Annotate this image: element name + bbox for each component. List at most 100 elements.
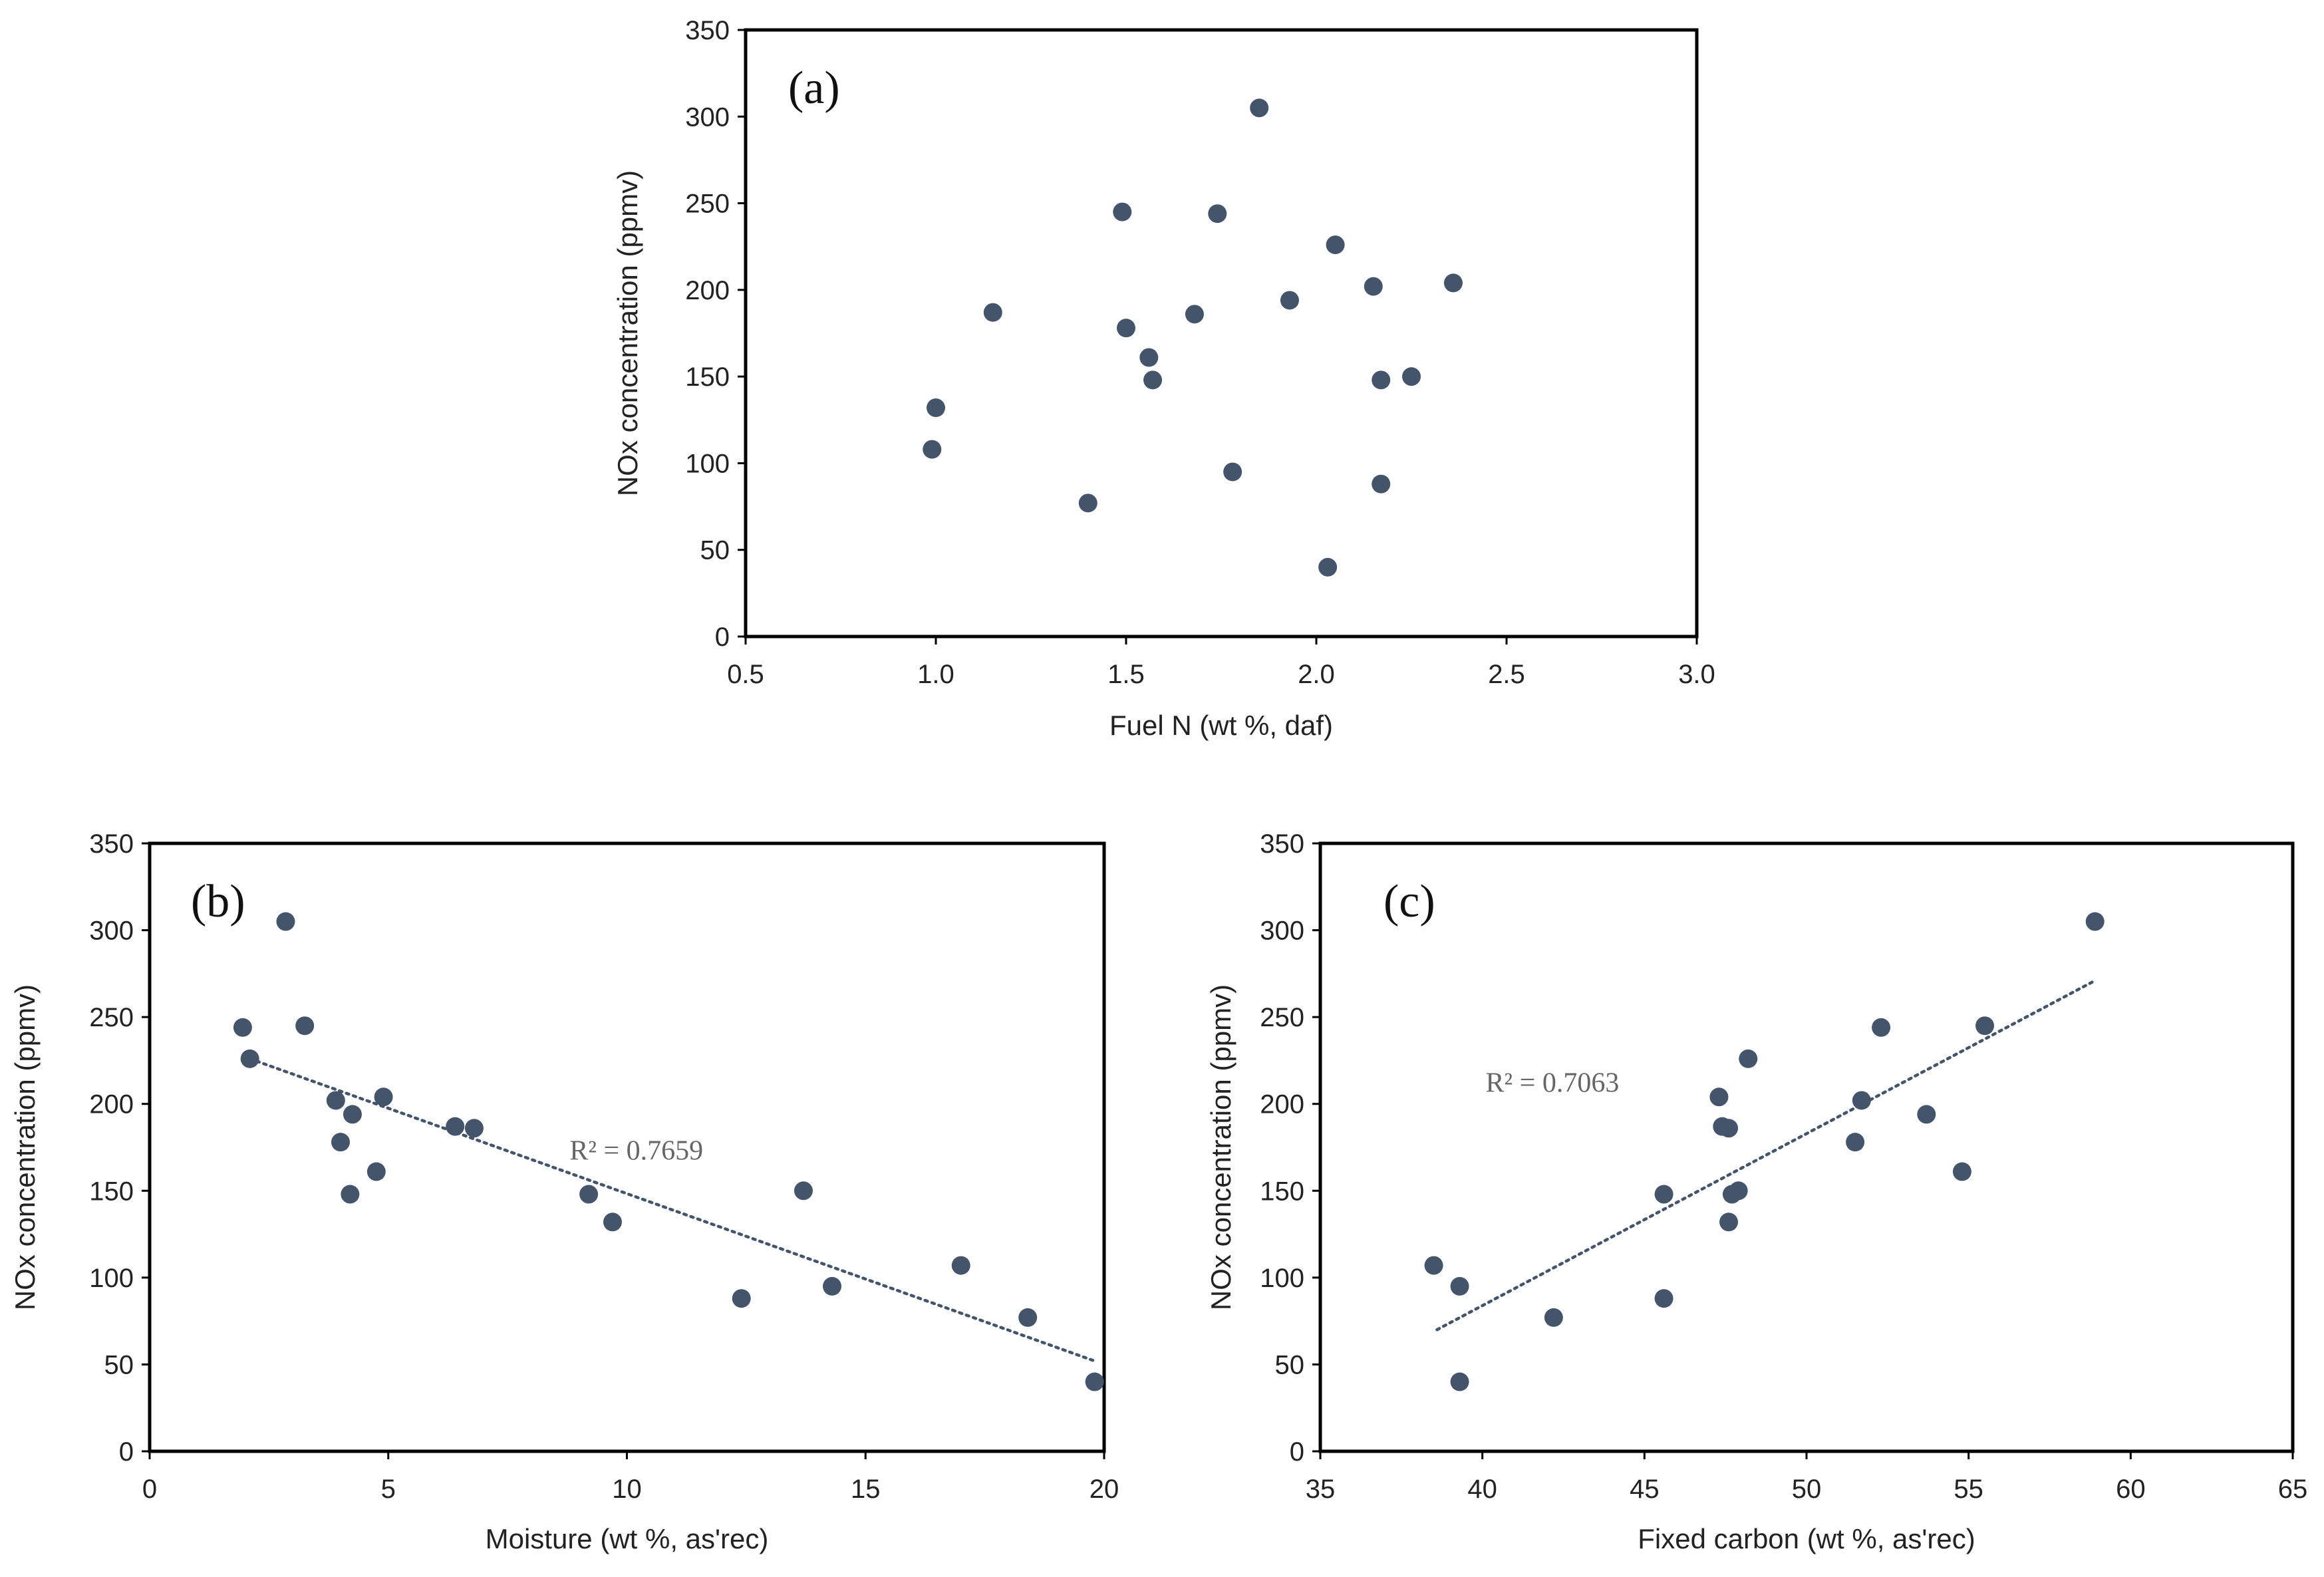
data-point: [1372, 474, 1391, 494]
data-point: [464, 1119, 484, 1138]
chart-panel-a: 0 50 100 150 200 250 300 350 0.5 1.0 1.5 2.0 2.5 3.0 N…: [612, 16, 1715, 741]
x-tick-label: 2.0: [1298, 660, 1335, 689]
data-point: [1326, 235, 1345, 255]
x-axis-title: Fuel N (wt %, daf): [1109, 710, 1333, 741]
data-point: [1372, 370, 1391, 390]
y-tick-label: 350: [1260, 829, 1304, 859]
data-point: [1318, 557, 1338, 577]
data-point: [276, 912, 295, 931]
y-tick-label: 50: [700, 536, 730, 565]
x-tick-label: 60: [2116, 1475, 2146, 1504]
data-point: [446, 1117, 465, 1136]
data-point: [1654, 1185, 1673, 1204]
x-tick-label: 50: [1792, 1475, 1822, 1504]
data-point: [366, 1162, 386, 1181]
y-tick-label: 300: [89, 917, 134, 946]
x-tick-label: 1.0: [917, 660, 954, 689]
data-point: [579, 1185, 599, 1204]
x-tick-label: 10: [612, 1475, 642, 1504]
data-point: [1719, 1119, 1739, 1138]
data-point: [1846, 1133, 1865, 1152]
y-tick-label: 100: [89, 1264, 134, 1293]
x-tick-label: 1.5: [1107, 660, 1145, 689]
r-squared-label: R² = 0.7659: [569, 1135, 703, 1166]
x-tick-label: 0.5: [727, 660, 764, 689]
data-point: [603, 1213, 622, 1232]
data-point: [295, 1016, 315, 1036]
plot-frame: [1318, 841, 2295, 1453]
data-point: [1450, 1276, 1469, 1296]
x-tick-label: 15: [851, 1475, 881, 1504]
y-tick-label: 100: [1260, 1264, 1304, 1293]
data-point: [1139, 348, 1159, 367]
data-point: [240, 1049, 259, 1068]
data-point: [1364, 277, 1383, 296]
y-axis-title: NOx concentration (ppmv): [9, 984, 41, 1310]
y-tick-label: 0: [119, 1437, 134, 1467]
data-point: [1208, 204, 1227, 223]
chart-panel-c: 0 50 100 150 200 250 300 350 35 40 45 50 55 60 65 NOx c…: [1205, 829, 2307, 1554]
data-point: [1544, 1308, 1563, 1327]
data-point: [326, 1091, 345, 1110]
y-tick-label: 0: [1290, 1437, 1304, 1467]
data-point: [1975, 1016, 1995, 1036]
data-point: [1739, 1049, 1758, 1068]
data-point: [1113, 202, 1132, 221]
data-point: [1280, 291, 1299, 310]
data-point: [923, 440, 942, 459]
data-point: [1450, 1372, 1469, 1391]
data-point: [1654, 1289, 1673, 1308]
y-tick-label: 150: [685, 362, 730, 392]
x-tick-label: 2.5: [1488, 660, 1525, 689]
data-point: [983, 303, 1002, 322]
data-point: [732, 1289, 751, 1308]
data-point: [1852, 1091, 1871, 1110]
y-tick-label: 350: [685, 16, 730, 45]
y-tick-label: 350: [89, 829, 134, 859]
panel-label: (c): [1383, 876, 1435, 927]
y-tick-label: 250: [1260, 1003, 1304, 1032]
data-point: [1250, 98, 1269, 118]
y-tick-label: 150: [1260, 1177, 1304, 1206]
x-tick-label: 20: [1089, 1475, 1119, 1504]
x-tick-label: 55: [1954, 1475, 1983, 1504]
data-point: [233, 1018, 252, 1037]
y-tick-label: 250: [685, 190, 730, 219]
data-point: [1223, 462, 1242, 482]
chart-panel-b: 0 50 100 150 200 250 300 350 0 5 10 15 20 NOx concent…: [9, 829, 1119, 1554]
y-axis-title: NOx concentration (ppmv): [1205, 984, 1236, 1310]
data-point: [341, 1185, 360, 1204]
y-tick-label: 150: [89, 1177, 134, 1206]
trendline: [248, 1057, 1096, 1363]
x-tick-label: 5: [381, 1475, 396, 1504]
panel-label: (b): [191, 876, 245, 927]
data-point: [794, 1181, 813, 1201]
y-tick-label: 250: [89, 1003, 134, 1032]
plot-frame: [744, 28, 1699, 639]
data-point: [823, 1276, 842, 1296]
y-tick-label: 0: [715, 623, 730, 652]
y-tick-label: 300: [1260, 917, 1304, 946]
data-point: [1719, 1213, 1739, 1232]
x-tick-label: 65: [2278, 1475, 2308, 1504]
data-point: [1872, 1018, 1891, 1037]
data-point: [1424, 1256, 1443, 1275]
data-point: [1709, 1087, 1729, 1107]
data-point: [374, 1087, 393, 1107]
data-point: [1078, 494, 1097, 513]
y-tick-label: 50: [1275, 1350, 1305, 1379]
data-point: [1143, 370, 1163, 390]
data-point: [1443, 273, 1463, 293]
data-point: [1018, 1308, 1038, 1327]
x-tick-label: 45: [1630, 1475, 1660, 1504]
data-point: [331, 1133, 350, 1152]
y-tick-label: 50: [104, 1350, 134, 1379]
data-point: [1402, 367, 1421, 386]
panel-label: (a): [788, 63, 840, 114]
x-axis-title: Moisture (wt %, as'rec): [486, 1523, 769, 1554]
r-squared-label: R² = 0.7063: [1486, 1068, 1620, 1098]
trendline: [1435, 979, 2097, 1332]
x-tick-label: 3.0: [1678, 660, 1715, 689]
data-point: [1185, 305, 1204, 324]
